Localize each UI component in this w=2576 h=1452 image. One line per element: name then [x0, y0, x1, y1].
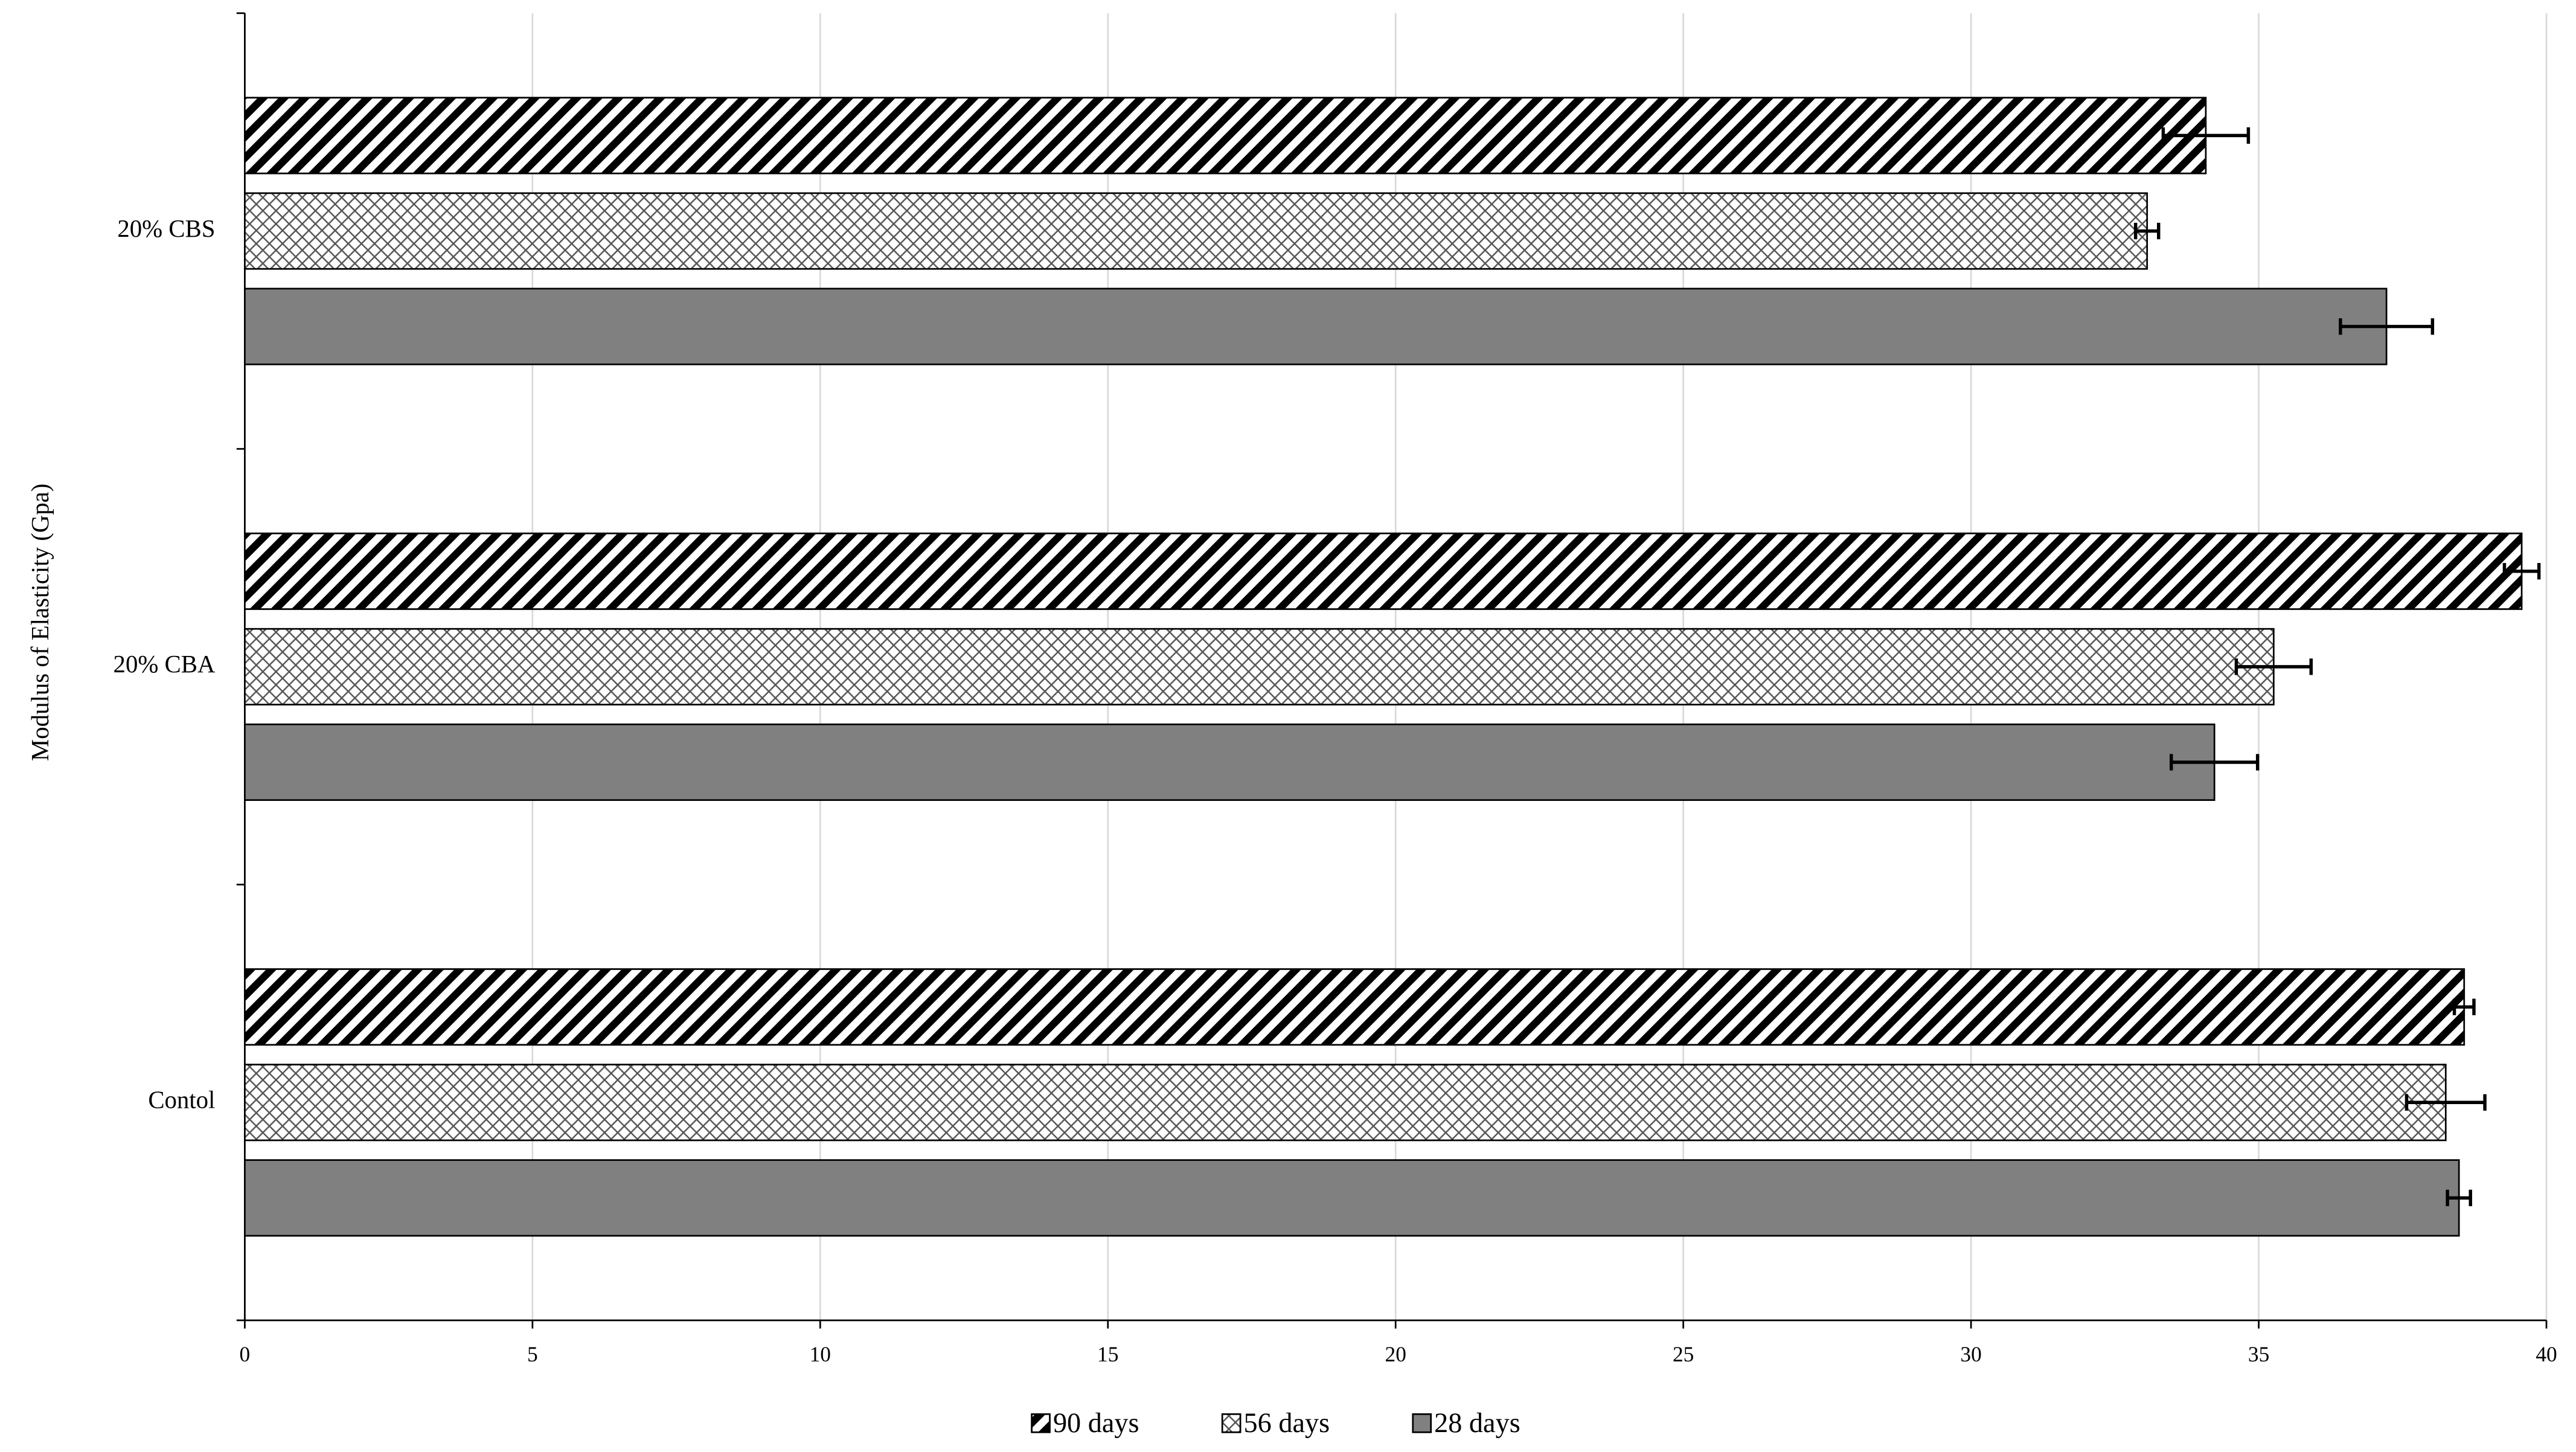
- bar: [244, 288, 2388, 365]
- y-tick-label: Contol: [148, 1087, 215, 1114]
- x-tick-label: 25: [1673, 1342, 1694, 1366]
- bar: [244, 1064, 2447, 1142]
- bar: [244, 192, 2148, 270]
- error-bar: [2405, 1094, 2487, 1111]
- x-tick-label: 30: [1960, 1342, 1981, 1366]
- x-tick-label: 35: [2248, 1342, 2269, 1366]
- x-tick-label: 5: [527, 1342, 538, 1366]
- legend-label: 28 days: [1434, 1408, 1520, 1439]
- bar: [244, 723, 2216, 801]
- error-bar: [2446, 1189, 2472, 1206]
- error-bar: [2161, 127, 2251, 144]
- error-bar: [2502, 563, 2541, 580]
- bar: [244, 532, 2523, 610]
- x-tick-label: 40: [2536, 1342, 2557, 1366]
- x-tick-label: 0: [240, 1342, 251, 1366]
- y-tick-label: 20% CBA: [114, 651, 216, 678]
- bar: [244, 968, 2465, 1046]
- error-bar: [2234, 658, 2313, 675]
- error-bar: [2339, 318, 2435, 335]
- legend-label: 56 days: [1244, 1408, 1330, 1439]
- y-axis-label: Modulus of Elasticity (Gpa): [27, 483, 54, 761]
- y-tick-label: 20% CBS: [117, 215, 215, 242]
- error-bar: [2133, 222, 2161, 240]
- bar: [244, 1159, 2460, 1237]
- error-bar: [2170, 754, 2260, 771]
- legend-swatch: [1412, 1413, 1432, 1433]
- x-tick-label: 15: [1097, 1342, 1118, 1366]
- bar: [244, 97, 2207, 175]
- error-bar: [2452, 998, 2476, 1015]
- x-tick-label: 10: [810, 1342, 831, 1366]
- legend-swatch: [1221, 1413, 1242, 1433]
- legend-swatch: [1031, 1413, 1051, 1433]
- x-tick-label: 20: [1385, 1342, 1406, 1366]
- bar: [244, 628, 2275, 705]
- legend-label: 90 days: [1053, 1408, 1139, 1439]
